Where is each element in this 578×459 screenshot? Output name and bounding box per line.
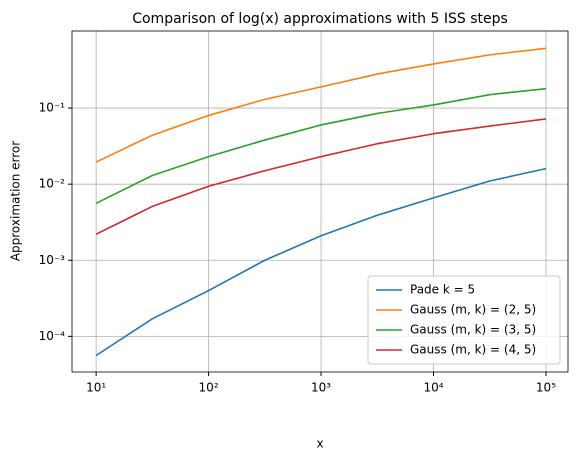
- legend-label: Gauss (m, k) = (4, 5): [410, 343, 536, 357]
- x-tick-label: 10¹: [86, 381, 106, 395]
- y-tick-label: 10⁻¹: [39, 101, 66, 115]
- line-series: [95, 118, 547, 235]
- y-tick-label: 10⁻²: [39, 177, 66, 191]
- legend-label: Gauss (m, k) = (2, 5): [410, 303, 536, 317]
- x-tick-label: 10³: [311, 381, 331, 395]
- line-series: [95, 167, 547, 357]
- x-axis-label: x: [316, 437, 323, 451]
- chart-title: Comparison of log(x) approximations with…: [132, 11, 508, 27]
- y-tick-label: 10⁻⁴: [39, 329, 66, 343]
- y-tick-label: 10⁻³: [39, 253, 66, 267]
- legend-label: Pade k = 5: [410, 283, 475, 297]
- legend-label: Gauss (m, k) = (3, 5): [410, 323, 536, 337]
- x-tick-label: 10⁵: [536, 381, 556, 395]
- line-series: [95, 87, 547, 205]
- x-tick-label: 10²: [199, 381, 219, 395]
- legend-box: [367, 275, 561, 365]
- plot-frame: [71, 30, 569, 373]
- legend: Pade k = 5 Gauss (m, k) = (2, 5) Gauss (m,…: [367, 275, 561, 365]
- line-series: [95, 47, 547, 163]
- y-axis-label: Approximation error: [9, 141, 23, 261]
- x-tick-label: 10⁴: [423, 381, 443, 395]
